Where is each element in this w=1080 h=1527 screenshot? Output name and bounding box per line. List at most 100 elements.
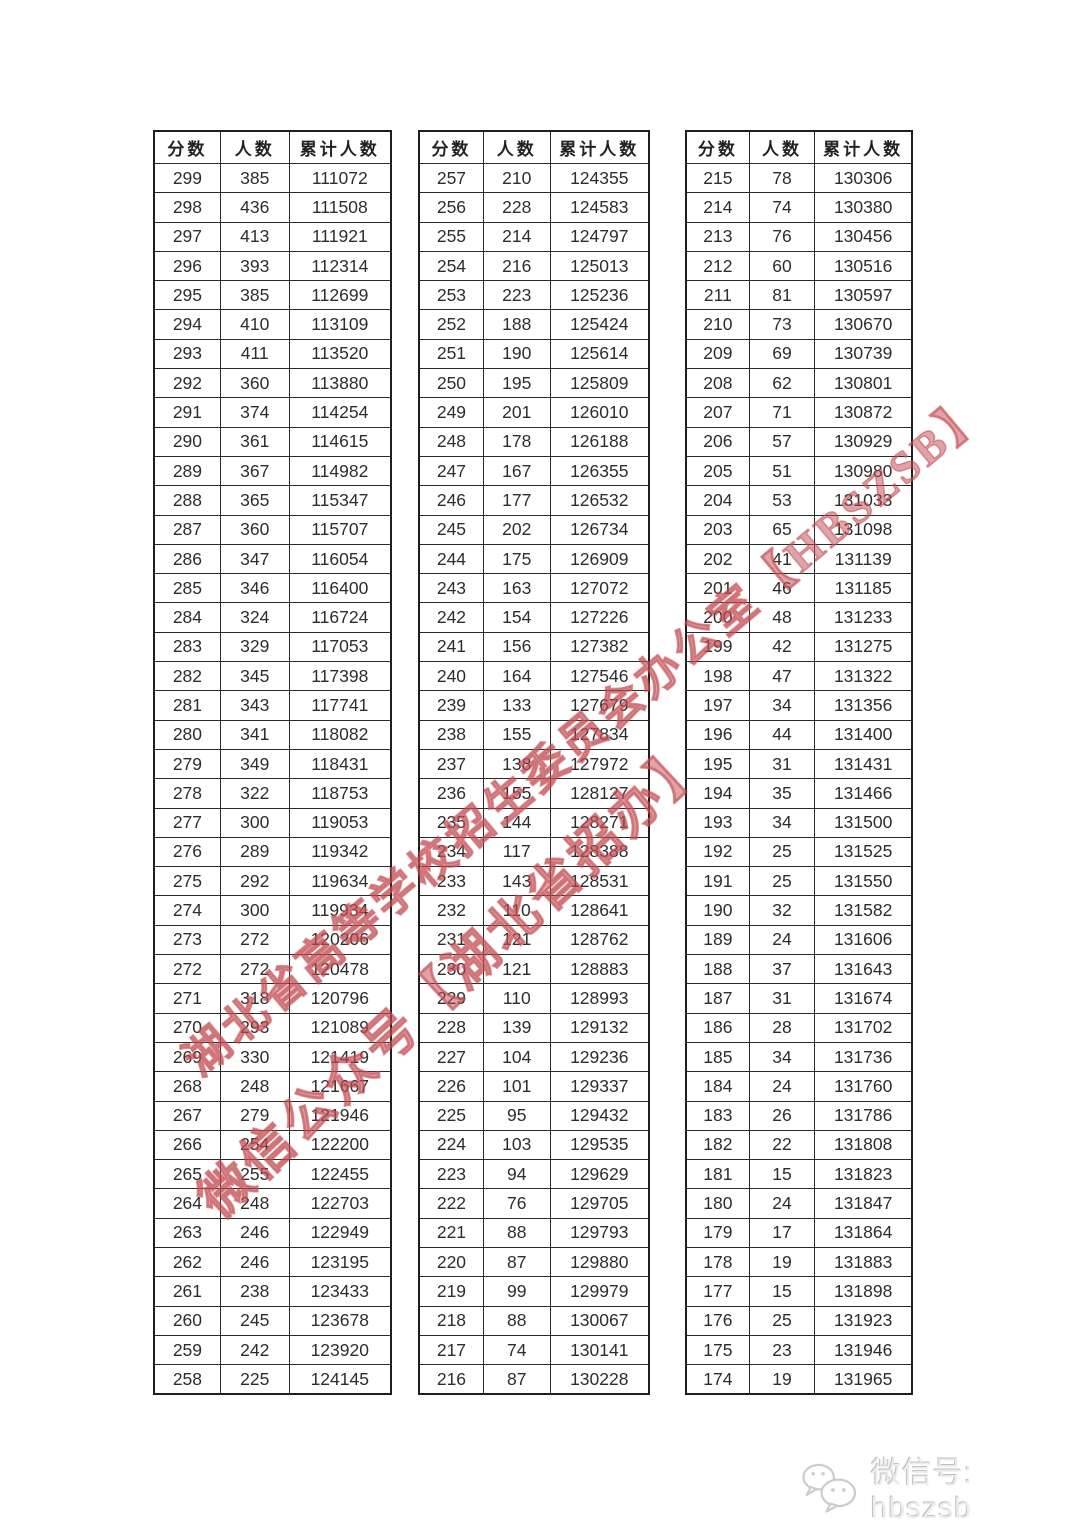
table-row: 184 24 131760 [685, 1071, 913, 1102]
table-row: 293 411 113520 [153, 338, 392, 370]
cumulative-cell: 131033 [814, 485, 913, 516]
count-cell: 322 [219, 778, 290, 809]
table-row: 192 25 131525 [685, 836, 913, 868]
cumulative-cell: 118431 [288, 748, 392, 780]
score-cell: 224 [418, 1129, 484, 1161]
table-row: 218 88 130067 [418, 1305, 650, 1336]
cumulative-cell: 129535 [549, 1129, 650, 1161]
count-cell: 436 [219, 192, 290, 223]
score-cell: 258 [153, 1364, 221, 1395]
score-cell: 284 [153, 602, 221, 633]
score-cell: 277 [153, 807, 221, 838]
count-cell: 343 [219, 690, 290, 721]
table-row: 258 225 124145 [153, 1364, 392, 1395]
cumulative-cell: 121419 [288, 1041, 392, 1073]
count-cell: 74 [482, 1334, 551, 1366]
cumulative-cell: 130670 [814, 309, 913, 340]
score-cell: 291 [153, 397, 221, 428]
count-cell: 201 [482, 397, 551, 428]
cumulative-cell: 130141 [549, 1334, 650, 1366]
score-cell: 249 [418, 397, 484, 428]
column-header: 人数 [748, 130, 816, 164]
cumulative-cell: 130739 [814, 338, 913, 370]
table-row: 206 57 130929 [685, 426, 913, 457]
score-cell: 188 [685, 954, 750, 985]
table-row: 222 76 129705 [418, 1188, 650, 1219]
score-cell: 279 [153, 748, 221, 780]
cumulative-cell: 115707 [288, 514, 392, 545]
count-cell: 155 [482, 719, 551, 750]
score-cell: 227 [418, 1041, 484, 1073]
score-cell: 198 [685, 661, 750, 692]
table-row: 291 374 114254 [153, 397, 392, 428]
score-cell: 259 [153, 1334, 221, 1366]
score-cell: 197 [685, 690, 750, 721]
cumulative-cell: 131786 [814, 1100, 913, 1131]
cumulative-cell: 111921 [288, 221, 392, 252]
table-row: 193 34 131500 [685, 807, 913, 838]
table-row: 244 175 126909 [418, 543, 650, 575]
count-cell: 374 [219, 397, 290, 428]
cumulative-cell: 127972 [549, 748, 650, 780]
count-cell: 177 [482, 485, 551, 516]
table-row: 242 154 127226 [418, 602, 650, 633]
cumulative-cell: 131643 [814, 954, 913, 985]
score-cell: 276 [153, 836, 221, 868]
table-row: 263 246 122949 [153, 1217, 392, 1248]
count-cell: 164 [482, 661, 551, 692]
score-cell: 175 [685, 1334, 750, 1366]
count-cell: 144 [482, 807, 551, 838]
count-cell: 324 [219, 602, 290, 633]
score-cell: 293 [153, 338, 221, 370]
score-cell: 189 [685, 924, 750, 956]
table-row: 204 53 131033 [685, 485, 913, 516]
score-cell: 285 [153, 573, 221, 604]
table-row: 221 88 129793 [418, 1217, 650, 1248]
table-row: 281 343 117741 [153, 690, 392, 721]
cumulative-cell: 116724 [288, 602, 392, 633]
score-cell: 298 [153, 192, 221, 223]
count-cell: 139 [482, 1012, 551, 1043]
score-cell: 278 [153, 778, 221, 809]
count-cell: 238 [219, 1276, 290, 1307]
cumulative-cell: 130516 [814, 250, 913, 282]
score-cell: 199 [685, 631, 750, 663]
count-cell: 279 [219, 1100, 290, 1131]
table-row: 201 46 131185 [685, 573, 913, 604]
cumulative-cell: 125236 [549, 280, 650, 311]
table-row: 255 214 124797 [418, 221, 650, 252]
count-cell: 156 [482, 631, 551, 663]
count-cell: 44 [748, 719, 816, 750]
table-row: 254 216 125013 [418, 250, 650, 282]
score-cell: 261 [153, 1276, 221, 1307]
cumulative-cell: 111508 [288, 192, 392, 223]
score-cell: 271 [153, 983, 221, 1014]
table-row: 296 393 112314 [153, 250, 392, 282]
table-row: 213 76 130456 [685, 221, 913, 252]
count-cell: 248 [219, 1071, 290, 1102]
count-cell: 73 [748, 309, 816, 340]
score-cell: 292 [153, 368, 221, 399]
score-table-1: 分数 人数 累计人数 299 385 111072 298 436 111508 297 413 11… [153, 130, 392, 1396]
column-header: 累计人数 [549, 130, 650, 164]
score-cell: 240 [418, 661, 484, 692]
table-row: 197 34 131356 [685, 690, 913, 721]
count-cell: 101 [482, 1071, 551, 1102]
count-cell: 51 [748, 455, 816, 487]
score-cell: 274 [153, 895, 221, 926]
score-cell: 269 [153, 1041, 221, 1073]
table-row: 287 360 115707 [153, 514, 392, 545]
score-cell: 176 [685, 1305, 750, 1336]
score-cell: 272 [153, 954, 221, 985]
cumulative-cell: 117741 [288, 690, 392, 721]
header-row: 分数 人数 累计人数 [685, 130, 913, 164]
score-cell: 245 [418, 514, 484, 545]
count-cell: 78 [748, 162, 816, 194]
cumulative-cell: 128883 [549, 954, 650, 985]
score-cell: 234 [418, 836, 484, 868]
table-row: 217 74 130141 [418, 1334, 650, 1366]
score-cell: 187 [685, 983, 750, 1014]
score-cell: 257 [418, 162, 484, 194]
column-header: 分数 [418, 130, 484, 164]
cumulative-cell: 129337 [549, 1071, 650, 1102]
